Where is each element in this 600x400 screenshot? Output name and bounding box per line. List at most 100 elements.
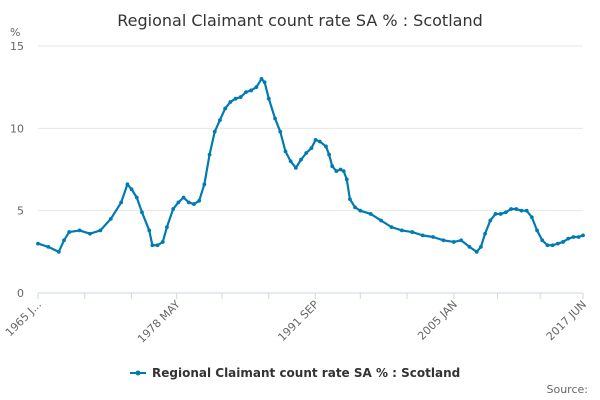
data-point[interactable] [218,118,222,122]
data-point[interactable] [379,218,383,223]
data-point[interactable] [56,249,61,254]
data-point[interactable] [503,210,508,215]
data-point[interactable] [313,137,318,142]
data-point[interactable] [519,208,524,213]
x-axis-tick-marks [37,293,584,299]
data-point[interactable] [88,231,92,236]
data-point[interactable] [262,80,267,85]
gridlines [38,45,583,212]
data-point[interactable] [389,225,394,230]
data-point[interactable] [147,228,152,233]
data-point[interactable] [535,228,539,233]
data-point[interactable] [233,96,238,101]
data-point[interactable] [293,165,298,170]
data-point[interactable] [410,230,415,234]
data-point[interactable] [348,197,352,202]
data-point[interactable] [330,164,335,169]
data-point[interactable] [509,207,513,211]
y-tick-label: 10 [10,122,24,135]
data-point[interactable] [125,182,130,187]
data-point[interactable] [150,243,155,248]
data-point[interactable] [266,96,271,101]
data-point[interactable] [119,200,124,205]
data-point[interactable] [334,169,339,174]
data-point[interactable] [62,238,66,243]
data-point[interactable] [540,238,545,243]
data-point[interactable] [238,95,243,99]
data-point[interactable] [317,139,322,144]
data-point[interactable] [399,228,404,233]
data-point[interactable] [259,77,264,81]
data-point[interactable] [451,240,456,244]
data-point[interactable] [474,249,479,254]
data-point[interactable] [134,195,139,200]
data-point[interactable] [493,212,498,216]
series-line[interactable] [37,77,584,253]
chart-title: Regional Claimant count rate SA % : Scot… [117,11,483,30]
data-point[interactable] [129,187,134,192]
data-point[interactable] [273,116,277,121]
data-point[interactable] [327,152,332,157]
data-point[interactable] [288,159,293,164]
data-point[interactable] [561,240,565,244]
data-point[interactable] [581,233,585,238]
y-axis-tick-labels: 0 5 10 15 [10,40,24,300]
data-point[interactable] [171,207,176,211]
data-point[interactable] [36,241,40,246]
data-point[interactable] [160,240,165,244]
data-point[interactable] [46,244,51,249]
data-point[interactable] [155,243,160,248]
data-point[interactable] [338,167,343,172]
data-point[interactable] [299,157,303,162]
data-point[interactable] [420,233,425,238]
data-point[interactable] [186,200,191,205]
data-point[interactable] [304,151,309,155]
data-point[interactable] [140,210,144,215]
data-point[interactable] [278,129,283,134]
data-point[interactable] [207,152,212,157]
data-point[interactable] [223,106,228,111]
data-point[interactable] [368,212,373,216]
y-tick-label: 5 [17,205,24,218]
data-point[interactable] [524,208,529,213]
data-point[interactable] [488,218,493,223]
data-point[interactable] [566,236,571,241]
data-point[interactable] [249,88,254,93]
data-point[interactable] [431,235,435,239]
data-point[interactable] [571,235,576,239]
data-point[interactable] [514,207,519,211]
data-point[interactable] [192,202,196,206]
data-point[interactable] [545,243,550,248]
legend[interactable]: Regional Claimant count rate SA % : Scot… [130,366,460,380]
data-point[interactable] [309,146,314,150]
data-point[interactable] [244,90,248,95]
data-point[interactable] [228,100,233,104]
data-point[interactable] [324,144,328,149]
data-point[interactable] [555,241,560,246]
data-point[interactable] [483,231,487,236]
data-point[interactable] [254,85,259,90]
data-point[interactable] [77,228,82,233]
data-point[interactable] [341,169,346,174]
data-point[interactable] [165,225,169,230]
data-point[interactable] [441,238,446,243]
data-point[interactable] [550,243,555,248]
data-point[interactable] [98,228,103,233]
data-point[interactable] [283,149,288,154]
data-point[interactable] [197,198,202,203]
data-point[interactable] [67,230,72,234]
data-point[interactable] [576,235,581,239]
data-point[interactable] [212,129,217,134]
data-point[interactable] [344,177,349,182]
data-point[interactable] [467,244,472,249]
data-point[interactable] [108,217,113,221]
data-point[interactable] [459,238,464,243]
data-point[interactable] [479,244,483,249]
data-point[interactable] [353,205,357,210]
data-point[interactable] [176,200,181,205]
data-point[interactable] [529,215,534,220]
data-point[interactable] [181,195,186,200]
data-point[interactable] [358,208,363,213]
data-point[interactable] [202,182,207,187]
data-point[interactable] [498,212,503,216]
